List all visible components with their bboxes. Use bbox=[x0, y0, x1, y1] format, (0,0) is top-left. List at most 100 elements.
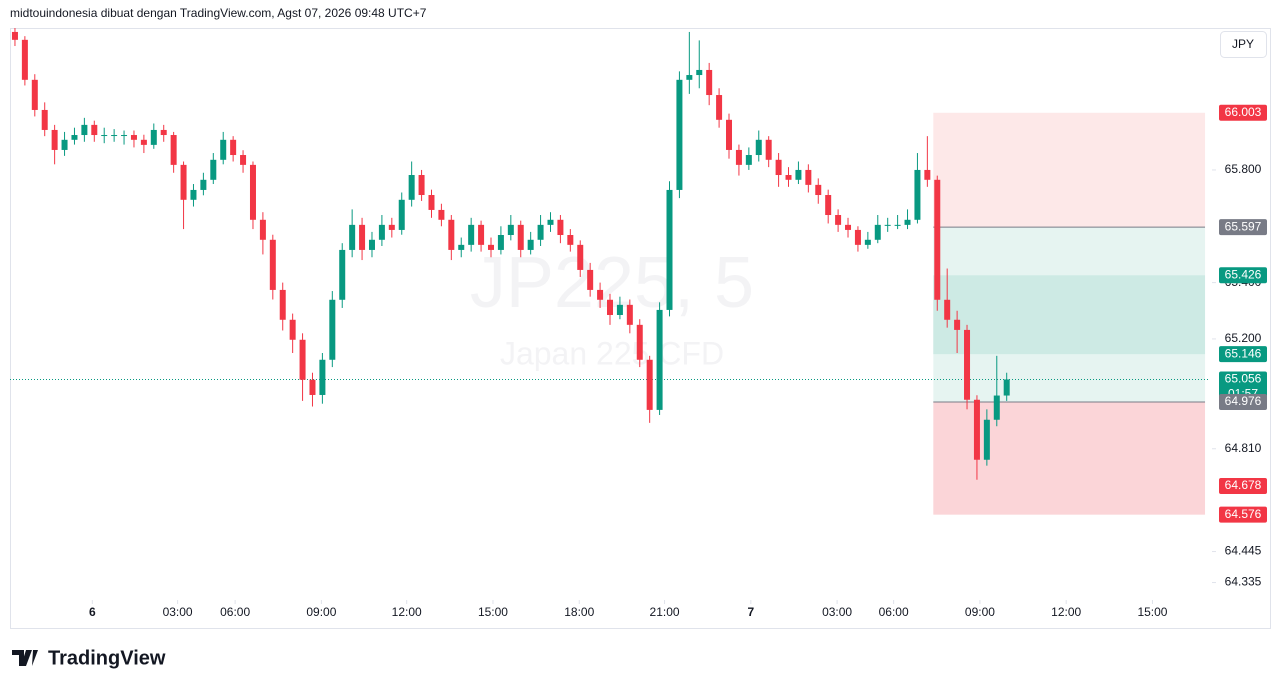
candle-body bbox=[537, 224, 544, 240]
price-label: 66.003 bbox=[1225, 105, 1262, 119]
candle-body bbox=[616, 304, 623, 315]
candle-body bbox=[964, 329, 971, 400]
y-tick-label: 65.200 bbox=[1225, 331, 1262, 345]
candle-body bbox=[210, 159, 217, 180]
candle-body bbox=[825, 195, 832, 216]
candle-body bbox=[378, 224, 385, 240]
candle-body bbox=[61, 139, 68, 150]
candle-body bbox=[676, 79, 683, 190]
candle-body bbox=[220, 139, 227, 160]
candle-body bbox=[458, 244, 465, 250]
x-tick-label: 03:00 bbox=[163, 605, 193, 619]
x-tick-label: 21:00 bbox=[650, 605, 680, 619]
candle-body bbox=[170, 135, 177, 165]
candle-body bbox=[884, 224, 891, 226]
candle-body bbox=[835, 215, 842, 225]
candle-body bbox=[81, 124, 88, 136]
position-zone bbox=[933, 112, 1206, 228]
candle-body bbox=[259, 219, 266, 240]
currency[interactable]: JPY bbox=[1232, 37, 1254, 51]
candle-body bbox=[11, 31, 18, 40]
candle-body bbox=[864, 239, 871, 245]
candle-body bbox=[646, 359, 653, 410]
candle-body bbox=[487, 244, 494, 250]
logo: TradingView bbox=[12, 647, 166, 669]
candle-body bbox=[71, 135, 78, 140]
candle-body bbox=[517, 224, 524, 250]
candle-body bbox=[418, 175, 425, 196]
candle-body bbox=[448, 219, 455, 250]
candle-body bbox=[726, 119, 733, 150]
candle-body bbox=[755, 139, 762, 156]
candle-body bbox=[1003, 379, 1010, 396]
price-label: 65.056 bbox=[1225, 372, 1262, 386]
x-tick-label: 15:00 bbox=[478, 605, 508, 619]
candle-body bbox=[795, 169, 802, 180]
candle-body bbox=[299, 339, 306, 380]
x-tick-label: 09:00 bbox=[965, 605, 995, 619]
candle-body bbox=[745, 155, 752, 165]
candle-body bbox=[309, 379, 316, 395]
candle-body bbox=[190, 189, 197, 200]
candle-body bbox=[339, 249, 346, 300]
candle-body bbox=[180, 164, 187, 200]
candle-body bbox=[200, 179, 207, 190]
x-tick-label: 12:00 bbox=[392, 605, 422, 619]
x-tick-label: 6 bbox=[89, 605, 96, 619]
candle-body bbox=[785, 175, 792, 180]
candle-body bbox=[626, 304, 633, 325]
price-label: 64.976 bbox=[1225, 394, 1262, 408]
candle-body bbox=[805, 169, 812, 185]
candle-body bbox=[428, 195, 435, 210]
price-label: 65.597 bbox=[1225, 219, 1262, 233]
candle-body bbox=[954, 319, 961, 330]
logo-icon bbox=[12, 650, 38, 666]
x-tick-label: 09:00 bbox=[306, 605, 336, 619]
candle-body bbox=[51, 129, 58, 150]
candle-body bbox=[775, 159, 782, 176]
price-label: 65.146 bbox=[1225, 346, 1262, 360]
candle-body bbox=[368, 239, 375, 250]
candle-body bbox=[230, 139, 237, 156]
candle-body bbox=[894, 224, 901, 226]
y-tick-label: 64.810 bbox=[1225, 441, 1262, 455]
candle-body bbox=[31, 79, 38, 110]
candle-body bbox=[507, 224, 514, 236]
candle-body bbox=[914, 169, 921, 220]
candle-body bbox=[904, 219, 911, 225]
candle-body bbox=[388, 224, 395, 230]
y-tick-label: 64.335 bbox=[1225, 575, 1262, 589]
price-label: 65.426 bbox=[1225, 267, 1262, 281]
x-tick-label: 03:00 bbox=[822, 605, 852, 619]
candle-body bbox=[924, 169, 931, 180]
price-label: 64.678 bbox=[1225, 478, 1262, 492]
candle-body bbox=[150, 129, 157, 145]
candle-body bbox=[557, 219, 564, 236]
price-label: 64.576 bbox=[1225, 507, 1262, 521]
candle-body bbox=[269, 239, 276, 290]
price-label-box bbox=[1219, 219, 1267, 236]
candle-body bbox=[349, 224, 356, 250]
candle-body bbox=[121, 135, 128, 137]
chart-frame bbox=[10, 28, 1271, 629]
candle-body bbox=[547, 219, 554, 225]
candle-body bbox=[21, 39, 28, 80]
candle-body bbox=[765, 139, 772, 160]
candle-body bbox=[636, 324, 643, 360]
candle-body bbox=[160, 129, 167, 136]
candle-body bbox=[567, 235, 574, 245]
currency-button[interactable] bbox=[1220, 31, 1267, 58]
candle-body bbox=[91, 124, 98, 136]
candle-body bbox=[735, 149, 742, 165]
watermark-description: Japan 225 CFD bbox=[500, 335, 724, 371]
candle-body bbox=[478, 224, 485, 245]
position-zone bbox=[933, 275, 1206, 355]
candle-body bbox=[398, 199, 405, 230]
price-label-box bbox=[1219, 104, 1267, 121]
candle-body bbox=[279, 289, 286, 320]
x-tick-label: 12:00 bbox=[1051, 605, 1081, 619]
header: midtouindonesia dibuat dengan TradingVie… bbox=[10, 6, 427, 20]
candle-body bbox=[130, 135, 137, 140]
candle-body bbox=[973, 399, 980, 460]
